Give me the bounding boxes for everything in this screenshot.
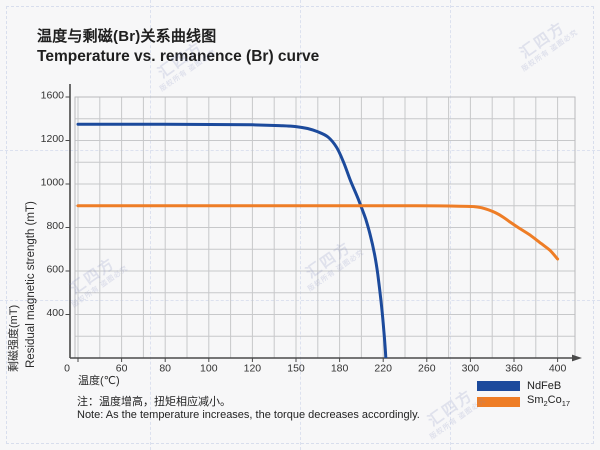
note: 注：温度增高，扭矩相应减小。 Note: As the temperature … bbox=[77, 396, 420, 421]
x-tick-label: 360 bbox=[505, 363, 523, 375]
page-title-cn: 温度与剩磁(Br)关系曲线图 bbox=[37, 28, 217, 45]
y-axis-label-en: Residual magnetic strength (mT) bbox=[25, 201, 37, 368]
x-tick-label: 300 bbox=[462, 363, 480, 375]
note-line-cn: 注：温度增高，扭矩相应减小。 bbox=[77, 396, 231, 408]
legend-item: Sm2Co17 bbox=[477, 394, 571, 409]
axes bbox=[69, 84, 582, 362]
y-tick-label: 1600 bbox=[41, 90, 65, 102]
x-tick-label: 80 bbox=[159, 363, 171, 375]
x-tick-label: 0 bbox=[64, 363, 70, 375]
x-tick-label: 220 bbox=[374, 363, 392, 375]
legend: NdFeB Sm2Co17 bbox=[477, 379, 571, 409]
legend-item: NdFeB bbox=[477, 379, 570, 392]
y-tick-label: 1000 bbox=[41, 177, 65, 189]
y-axis-label-cn: 剩磁强度(mT) bbox=[8, 304, 20, 372]
y-tick-labels: 1600 1200 1000 800 600 400 bbox=[41, 90, 70, 319]
x-tick-label: 180 bbox=[331, 363, 349, 375]
legend-label: Sm2Co17 bbox=[527, 394, 571, 409]
y-tick-label: 800 bbox=[46, 220, 64, 232]
x-tick-labels: 0 60 80 100 120 150 180 220 260 300 360 400 bbox=[64, 358, 567, 375]
x-tick-label: 260 bbox=[418, 363, 436, 375]
legend-swatch bbox=[477, 380, 520, 391]
ndfeb-curve bbox=[76, 122, 388, 358]
chart-grid bbox=[75, 97, 575, 358]
legend-swatch bbox=[477, 396, 520, 407]
x-tick-label: 400 bbox=[549, 363, 567, 375]
y-tick-label: 600 bbox=[46, 264, 64, 276]
x-tick-label: 120 bbox=[244, 363, 262, 375]
x-tick-label: 60 bbox=[116, 363, 128, 375]
y-tick-label: 400 bbox=[46, 307, 64, 319]
x-tick-label: 100 bbox=[200, 363, 218, 375]
sm2co17-curve bbox=[76, 204, 560, 261]
note-line-en: Note: As the temperature increases, the … bbox=[77, 408, 420, 421]
page-title-en: Temperature vs. remanence (Br) curve bbox=[37, 48, 320, 65]
y-tick-label: 1200 bbox=[41, 133, 65, 145]
x-axis-label: 温度(℃) bbox=[78, 375, 120, 387]
legend-label: NdFeB bbox=[527, 379, 562, 392]
x-tick-label: 150 bbox=[287, 363, 305, 375]
